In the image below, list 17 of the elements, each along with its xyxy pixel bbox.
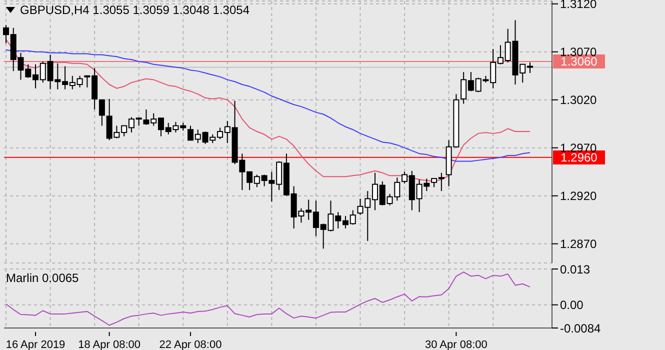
y-tick-label: 1.2870	[560, 237, 598, 252]
x-tick-label: 18 Apr 08:00	[78, 339, 141, 350]
x-tick-label: 30 Apr 08:00	[425, 339, 488, 350]
y-tick-label: 1.3020	[560, 93, 598, 108]
y-tick-label: 1.3120	[560, 0, 598, 12]
y-tick-label: -0.0084	[560, 321, 602, 336]
line-series	[6, 38, 530, 182]
y-tick-label: 1.2920	[560, 189, 598, 204]
y-tick-label: 0.013	[560, 262, 590, 276]
x-tick-label: 16 Apr 2019	[6, 339, 66, 350]
chart-title: GBPUSD,H4 1.3055 1.3059 1.3048 1.3054	[20, 3, 250, 17]
y-tick-label: 0.00	[560, 298, 584, 312]
candlestick	[98, 99, 105, 126]
chart-title: Marlin 0.0065	[6, 271, 79, 285]
line-series	[6, 272, 530, 326]
x-tick-label: 22 Apr 08:00	[159, 339, 222, 350]
line-series	[6, 49, 530, 162]
